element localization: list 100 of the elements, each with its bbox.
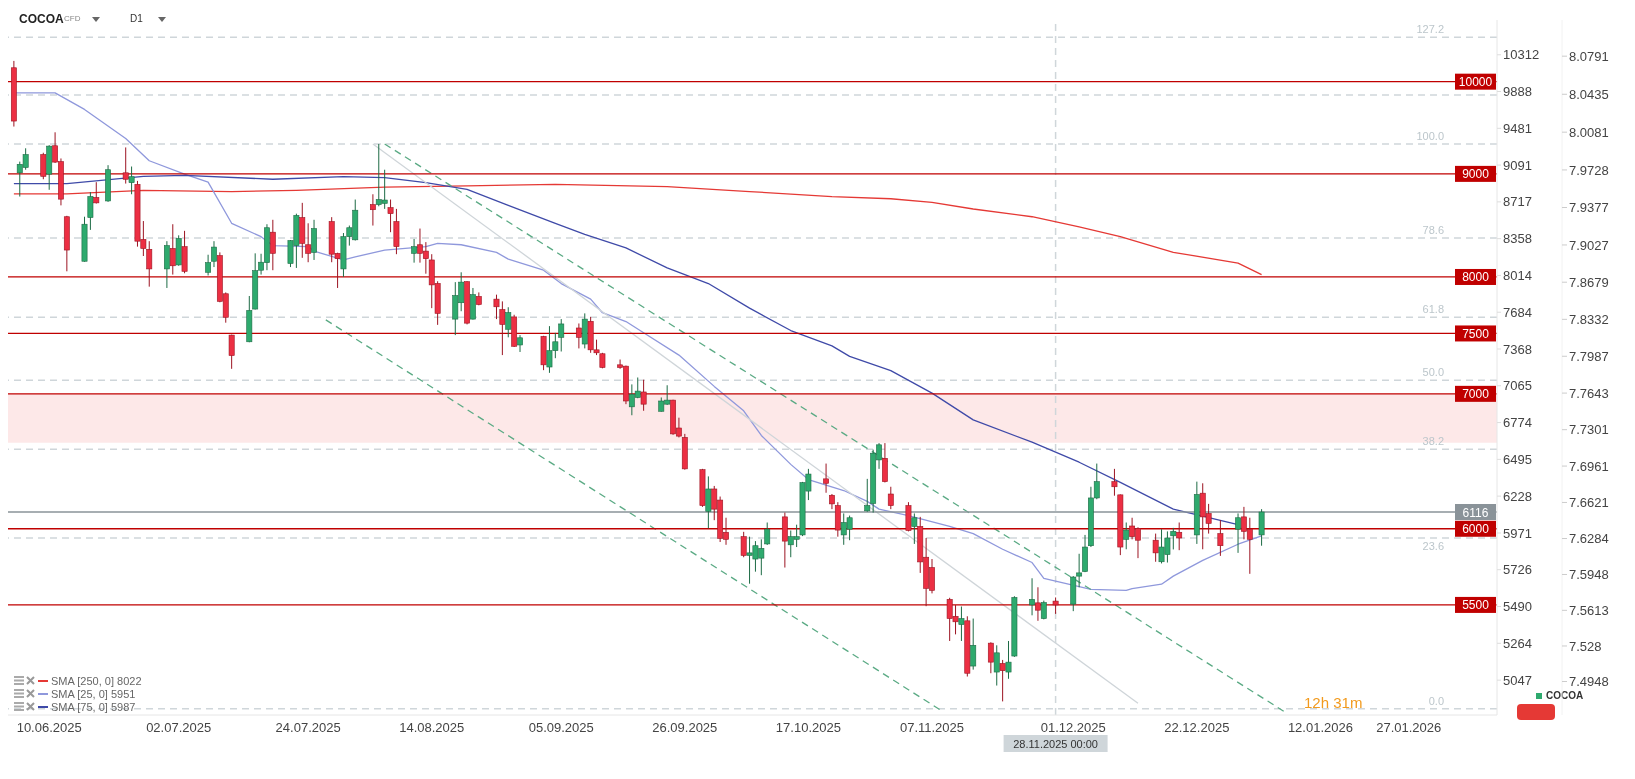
candlestick <box>387 199 394 233</box>
candlestick <box>764 522 771 546</box>
ref-line-label: 7500 <box>1462 326 1490 341</box>
x-tick-label: 02.07.2025 <box>146 720 212 736</box>
legend-label: SMA [75, 0] 5987 <box>51 700 136 713</box>
y-tick-label: 9481 <box>1503 120 1532 136</box>
x-tick-label: 17.10.2025 <box>775 720 841 736</box>
y2-tick-label: 8.0081 <box>1569 124 1609 140</box>
y2-tick-label: 7.6961 <box>1569 458 1609 474</box>
candlestick <box>970 618 977 671</box>
candlestick <box>1258 508 1265 547</box>
candlestick <box>493 294 500 320</box>
y-tick-label: 6774 <box>1503 415 1532 431</box>
candlestick <box>1005 640 1012 680</box>
candlestick <box>411 238 417 264</box>
candlestick <box>558 318 565 352</box>
y-tick-label: 7065 <box>1503 378 1532 394</box>
ref-line-label: 6000 <box>1462 522 1490 537</box>
y2-tick-label: 7.7987 <box>1569 348 1609 364</box>
ref-line-label: 6116 <box>1462 505 1489 520</box>
candlestick <box>369 193 376 227</box>
candlestick <box>958 606 965 642</box>
annotation: 100.0 <box>1416 129 1445 142</box>
candlestick <box>640 379 647 412</box>
annotation: 50.0 <box>1422 366 1445 379</box>
candlestick <box>993 644 1000 687</box>
y-tick-label: 6228 <box>1503 488 1532 504</box>
candlestick <box>164 240 170 289</box>
candlestick <box>205 254 211 276</box>
y2-tick-label: 7.8332 <box>1569 311 1609 327</box>
text: COCOA <box>1546 690 1584 701</box>
candlestick <box>87 191 94 231</box>
legend-label: SMA [25, 0] 5951 <box>51 687 136 700</box>
y2-tick-label: 7.5613 <box>1569 602 1609 618</box>
candlestick <box>1235 512 1241 554</box>
candlestick <box>228 334 235 370</box>
y2-tick-label: 7.4948 <box>1569 674 1609 690</box>
y-tick-label: 7368 <box>1503 341 1532 357</box>
candlestick <box>1152 533 1159 563</box>
ref-line-label: 8000 <box>1462 270 1490 285</box>
annotation: D1 <box>130 13 143 24</box>
candlestick <box>911 512 918 545</box>
y-tick-label: 5490 <box>1503 599 1532 615</box>
y-tick-label: 8717 <box>1503 194 1532 210</box>
ref-line-label: 9000 <box>1462 167 1490 182</box>
ref-line-label: 7000 <box>1462 387 1490 402</box>
candlestick <box>1029 577 1035 616</box>
legend-label: SMA [250, 0] 8022 <box>51 674 142 687</box>
y-tick-label: 5971 <box>1503 525 1532 541</box>
ref-line-label: 28.11.2025 00:00 <box>1013 738 1099 750</box>
y-tick-label: 5726 <box>1503 562 1532 578</box>
y-tick-label: 5047 <box>1503 672 1532 688</box>
y2-tick-label: 7.6284 <box>1569 531 1609 547</box>
candlestick <box>311 219 317 261</box>
y-tick-label: 9091 <box>1503 157 1532 173</box>
candlestick <box>122 146 129 185</box>
x-tick-label: 27.01.2026 <box>1376 720 1442 736</box>
y2-tick-label: 8.0435 <box>1569 86 1609 102</box>
y2-tick-label: 7.528 <box>1569 638 1602 654</box>
y2-tick-label: 7.8679 <box>1569 274 1609 290</box>
y2-tick-label: 7.9728 <box>1569 162 1609 178</box>
y2-tick-label: 7.5948 <box>1569 567 1609 583</box>
annotation: 0.0 <box>1428 694 1445 707</box>
candlestick <box>887 486 894 510</box>
y-tick-label: 9888 <box>1503 84 1532 100</box>
annotation: 12h 31m <box>1304 694 1363 711</box>
candlestick <box>987 641 994 674</box>
x-tick-label: 10.06.2025 <box>16 720 82 736</box>
y2-tick-label: 7.7301 <box>1569 422 1609 438</box>
annotation: 78.6 <box>1422 224 1445 237</box>
candlestick <box>93 181 100 205</box>
y2-tick-label: 7.6621 <box>1569 495 1609 511</box>
y-tick-label: 8358 <box>1503 231 1532 247</box>
y2-tick-label: 7.9377 <box>1569 200 1609 216</box>
chart-title: COCOA <box>19 12 64 26</box>
candlestick <box>999 659 1006 702</box>
x-tick-label: 12.01.2026 <box>1287 720 1353 736</box>
annotation: CFD <box>64 14 81 23</box>
candlestick <box>517 334 523 353</box>
x-tick-label: 26.09.2025 <box>652 720 718 736</box>
y-tick-label: 10312 <box>1503 47 1540 63</box>
ref-line-label: 10000 <box>1458 75 1493 90</box>
annotation: 61.8 <box>1422 303 1445 316</box>
candlestick <box>211 240 217 268</box>
candlestick <box>269 219 276 271</box>
candlestick <box>1176 522 1183 551</box>
annotation: 23.6 <box>1422 540 1445 552</box>
candlestick <box>1217 519 1224 557</box>
y-tick-label: 5264 <box>1503 635 1532 651</box>
candlestick <box>499 300 506 356</box>
y2-tick-label: 8.0791 <box>1569 48 1609 64</box>
y2-tick-label: 7.9027 <box>1569 237 1609 253</box>
candlestick <box>705 475 712 529</box>
candlestick <box>823 463 829 494</box>
line-series <box>13 183 1263 276</box>
x-tick-label: 22.12.2025 <box>1164 720 1230 736</box>
candlestick <box>882 442 888 483</box>
y2-tick-label: 7.7643 <box>1569 385 1609 401</box>
x-tick-label: 07.11.2025 <box>899 720 965 736</box>
x-tick-label: 24.07.2025 <box>275 720 341 736</box>
